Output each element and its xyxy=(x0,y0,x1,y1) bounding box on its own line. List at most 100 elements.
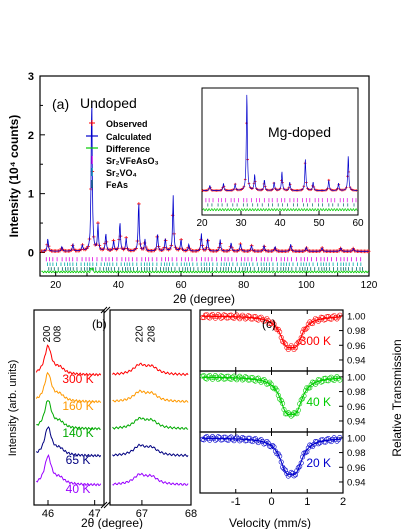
panel-a-legend: Observed Calculated Difference Sr₂VFeAsO₃ Sr… xyxy=(86,119,159,190)
c-data-point xyxy=(302,326,308,332)
c-y-tick-label: 0.98 xyxy=(347,448,366,459)
b-x-tick-label: 68 xyxy=(185,508,197,520)
b-curve-right xyxy=(112,443,189,458)
panel-a-phase-markers xyxy=(45,257,363,271)
panel-a-ticks: 20 40 60 80 100 120 0 1 2 3 xyxy=(28,71,378,291)
b-peak-label: 220 xyxy=(134,325,145,342)
c-fit-curve xyxy=(201,437,341,475)
b-series-label: 65 K xyxy=(66,453,91,467)
c-data-point xyxy=(281,339,287,345)
c-data-point xyxy=(281,466,287,472)
panel-a-annotation: Undoped xyxy=(80,95,137,111)
c-x-tick-label: -1 xyxy=(231,496,241,508)
panel-a-xlabel: 2θ (degree) xyxy=(173,292,235,306)
panel-b-peak-labels: 200 008 220 208 xyxy=(42,325,158,342)
b-curve-right xyxy=(112,389,189,403)
c-data-point xyxy=(262,317,268,323)
c-y-tick-label: 1.00 xyxy=(347,311,366,322)
b-series-label: 300 K xyxy=(62,372,93,386)
panel-a-frame xyxy=(39,75,370,277)
c-data-point xyxy=(308,443,314,449)
c-y-tick-label: 0.96 xyxy=(347,402,366,413)
b-curve-left xyxy=(36,453,102,487)
b-curve-left xyxy=(35,344,102,377)
b-x-tick-label: 67 xyxy=(136,508,148,520)
panel-a-inset: 20 30 40 50 60 Mg-doped xyxy=(196,87,364,229)
c-data-point xyxy=(227,435,233,441)
axis-break-top xyxy=(100,306,111,314)
c-data-point xyxy=(281,406,287,412)
c-data-point xyxy=(230,374,236,380)
c-data-point xyxy=(295,339,301,345)
c-fit-curve xyxy=(201,315,341,349)
x-tick-label: 100 xyxy=(298,280,315,291)
c-x-tick-label: 1 xyxy=(304,496,310,508)
b-curve-left xyxy=(35,426,102,458)
c-y-tick-label: 1.00 xyxy=(347,372,366,383)
c-data-point xyxy=(202,375,208,381)
c-data-point xyxy=(268,320,274,326)
b-series-label: 160 K xyxy=(62,399,93,413)
inset-annotation: Mg-doped xyxy=(268,124,331,140)
b-peak-label: 008 xyxy=(52,325,63,342)
c-data-point xyxy=(324,436,330,442)
c-data-point xyxy=(291,473,297,479)
c-data-point xyxy=(224,315,230,321)
panel-c-label: (c) xyxy=(262,317,276,331)
panel-b-ylabel: Intensity (arb. units) xyxy=(7,360,19,457)
legend-entry: FeAs xyxy=(106,180,128,190)
c-data-point xyxy=(205,314,211,320)
c-data-point xyxy=(252,314,258,320)
panel-c-ylabel: Relative Transmission xyxy=(390,339,404,456)
c-y-tick-label: 0.96 xyxy=(347,341,366,352)
c-data-point xyxy=(202,435,208,441)
panel-a-difference-curve xyxy=(41,266,369,274)
panel-a-ylabel: Intensity (10⁴ counts) xyxy=(7,115,21,238)
c-data-point xyxy=(315,441,321,447)
panel-b-curves: 300 K 160 K 140 K 65 K 40 K xyxy=(35,344,189,496)
panel-c-subplots: 0.94 0.96 0.98 1.00 300 K 0.94 0.96 0.98 1.00 40 … xyxy=(199,309,366,508)
x-tick-label: 120 xyxy=(361,280,378,291)
legend-entry: Sr₂VO₄ xyxy=(106,168,137,178)
legend-entry: Observed xyxy=(106,119,148,129)
c-data-point xyxy=(278,459,284,465)
b-curve-right xyxy=(112,472,189,486)
c-data-point xyxy=(327,375,333,381)
c-data-point xyxy=(321,439,327,445)
x-tick-label: 20 xyxy=(50,280,62,291)
c-y-tick-label: 0.94 xyxy=(347,355,366,366)
y-tick-label: 1 xyxy=(28,189,34,201)
c-data-point xyxy=(322,439,328,445)
panel-b-label: (b) xyxy=(92,317,107,331)
c-y-tick-label: 0.94 xyxy=(347,477,366,488)
x-tick-label: 60 xyxy=(175,280,187,291)
panel-b-frame-left xyxy=(33,309,105,506)
c-data-point xyxy=(254,316,260,322)
c-data-point xyxy=(325,378,331,384)
panel-a-label: (a) xyxy=(52,96,69,112)
x-tick-label: 80 xyxy=(238,280,250,291)
c-series-label: 300 K xyxy=(300,334,331,348)
panel-c: 0.94 0.96 0.98 1.00 300 K 0.94 0.96 0.98 1.00 40 … xyxy=(199,309,404,529)
c-y-tick-label: 1.00 xyxy=(347,433,366,444)
c-data-point xyxy=(251,377,257,383)
c-y-tick-label: 0.98 xyxy=(347,387,366,398)
panel-a-calculated-curve xyxy=(41,101,369,252)
c-x-tick-label: 0 xyxy=(268,496,274,508)
c-y-tick-label: 0.96 xyxy=(347,463,366,474)
y-tick-label: 2 xyxy=(28,130,34,142)
inset-x-tick-label: 50 xyxy=(313,218,325,229)
inset-difference-curve xyxy=(202,208,358,212)
c-data-point xyxy=(200,315,206,321)
c-y-tick-label: 0.94 xyxy=(347,416,366,427)
b-curve-left xyxy=(36,400,101,431)
y-tick-label: 3 xyxy=(28,71,34,83)
y-tick-label: 0 xyxy=(28,247,34,259)
legend-observed-symbol xyxy=(89,120,95,126)
c-data-point xyxy=(242,374,248,380)
inset-x-tick-label: 40 xyxy=(274,218,286,229)
legend-entry: Difference xyxy=(106,144,150,154)
b-peak-label: 208 xyxy=(147,325,158,342)
b-curve-right xyxy=(112,362,189,377)
